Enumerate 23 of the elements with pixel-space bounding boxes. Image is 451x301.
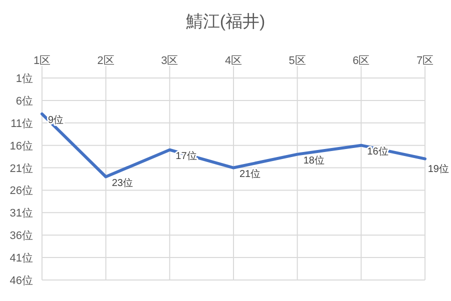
- y-tick-label: 46位: [10, 275, 33, 287]
- x-tick-label: 2区: [97, 55, 114, 67]
- y-tick-label: 11位: [10, 118, 33, 130]
- chart-title: 鯖江(福井): [186, 12, 266, 31]
- y-tick-label: 36位: [10, 230, 33, 242]
- x-tick-label: 4区: [224, 55, 242, 67]
- y-tick-label: 21位: [10, 162, 33, 175]
- data-label: 23位: [112, 176, 133, 189]
- data-label: 21位: [240, 168, 261, 180]
- y-tick-label: 1位: [16, 73, 33, 85]
- y-tick-label: 31位: [10, 208, 33, 220]
- x-tick-label: 5区: [288, 55, 306, 67]
- y-tick-label: 26位: [10, 185, 33, 198]
- x-tick-label: 3区: [161, 55, 178, 67]
- x-tick-label: 1区: [33, 55, 51, 67]
- x-tick-label: 6区: [352, 55, 370, 67]
- data-label: 19位: [428, 162, 449, 175]
- y-tick-label: 6位: [16, 95, 33, 108]
- y-tick-label: 41位: [10, 252, 33, 265]
- x-tick-label: 7区: [416, 55, 434, 67]
- data-label: 18位: [303, 154, 324, 166]
- line-series: [40, 112, 426, 178]
- y-tick-label: 16位: [10, 140, 33, 152]
